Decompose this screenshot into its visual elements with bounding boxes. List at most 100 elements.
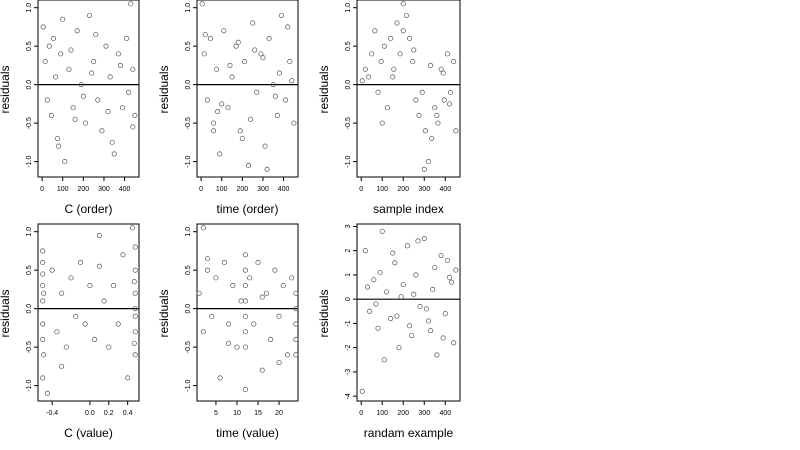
scatter-panel: 0 100 200 300 400 -1.0 -0.5 0.0 0.5 1.0 sample ind… — [317, 0, 461, 216]
data-point — [73, 313, 79, 319]
data-point — [278, 12, 285, 18]
data-point — [287, 59, 293, 65]
data-point — [242, 329, 248, 335]
data-point — [266, 35, 272, 42]
x-axis-label: C (order) — [64, 202, 112, 216]
y-axis-label: residuals — [157, 289, 171, 337]
data-point — [442, 311, 448, 317]
data-point — [371, 277, 377, 283]
data-point — [400, 28, 406, 34]
data-point — [276, 359, 282, 366]
data-point — [68, 275, 74, 281]
data-point — [293, 352, 299, 358]
data-point — [392, 260, 398, 266]
data-point — [59, 363, 65, 369]
data-point — [391, 66, 397, 72]
plot-frame — [356, 223, 461, 402]
data-point — [48, 112, 54, 118]
data-point — [379, 228, 385, 234]
y-tick-label: -0.5 — [345, 117, 352, 129]
data-point — [259, 367, 265, 373]
data-point — [200, 225, 206, 231]
x-axis-label: sample index — [373, 202, 444, 216]
data-point — [446, 274, 453, 280]
data-point — [52, 74, 59, 80]
data-point — [200, 329, 206, 335]
data-point — [388, 35, 394, 42]
data-point — [404, 243, 410, 249]
data-point — [49, 267, 55, 273]
data-point — [284, 352, 291, 358]
data-point — [46, 43, 52, 49]
y-tick-label: -1.0 — [185, 155, 192, 167]
data-point — [68, 47, 74, 53]
data-point — [432, 265, 438, 271]
data-point — [425, 318, 432, 324]
x-tick-label: 400 — [439, 186, 451, 193]
scatter-panel: -0.4 0.0 0.2 0.4 -1.0 -0.5 0.0 0.5 1.0 C (value) r… — [0, 223, 140, 440]
data-point — [60, 16, 66, 22]
data-point — [252, 47, 258, 53]
data-point — [390, 74, 396, 80]
data-point — [438, 252, 444, 259]
data-point — [56, 143, 62, 149]
x-tick-label: 0 — [359, 410, 363, 417]
data-point — [260, 55, 266, 61]
data-point — [422, 128, 428, 134]
data-point — [293, 290, 299, 296]
data-point — [383, 289, 389, 295]
data-point — [70, 105, 76, 111]
y-tick-label: 0 — [345, 297, 352, 301]
data-point — [106, 344, 112, 350]
data-point — [453, 128, 459, 134]
data-point — [400, 1, 406, 7]
data-point — [82, 120, 88, 126]
data-point — [274, 112, 280, 118]
data-point — [40, 321, 46, 327]
y-tick-label: -0.5 — [185, 341, 192, 353]
data-point — [234, 344, 240, 350]
data-point — [131, 279, 137, 285]
data-point — [251, 321, 257, 327]
data-point — [421, 235, 427, 242]
data-point — [92, 336, 98, 342]
data-point — [250, 20, 256, 26]
data-point — [434, 112, 440, 118]
data-point — [91, 59, 97, 65]
data-point — [242, 283, 248, 289]
data-point — [417, 303, 423, 309]
data-point — [359, 388, 365, 394]
data-point — [262, 143, 268, 149]
x-axis-label: time (order) — [216, 202, 278, 216]
y-tick-label: -0.5 — [185, 117, 192, 129]
data-point — [66, 66, 72, 72]
data-point — [413, 272, 419, 278]
data-point — [242, 313, 248, 319]
data-point — [101, 298, 107, 304]
data-point — [40, 259, 46, 266]
data-point — [242, 267, 248, 273]
data-point — [409, 332, 415, 339]
data-point — [451, 59, 457, 65]
data-point — [254, 89, 260, 95]
data-point — [130, 124, 136, 130]
data-point — [124, 35, 130, 42]
y-tick-label: 0.0 — [26, 304, 33, 314]
y-tick-label: 0.5 — [26, 265, 33, 275]
data-point — [132, 313, 138, 319]
data-point — [42, 59, 48, 65]
x-tick-label: 200 — [397, 186, 409, 193]
data-point — [204, 97, 210, 103]
y-tick-label: -4 — [345, 393, 352, 399]
data-point — [80, 93, 86, 99]
data-point — [209, 313, 215, 319]
data-point — [242, 386, 248, 393]
data-point — [242, 298, 248, 304]
data-point — [58, 51, 64, 57]
y-tick-label: -3 — [345, 369, 352, 375]
data-point — [381, 357, 387, 363]
data-point — [381, 43, 387, 49]
plot-frame — [356, 0, 461, 178]
data-point — [293, 336, 299, 342]
